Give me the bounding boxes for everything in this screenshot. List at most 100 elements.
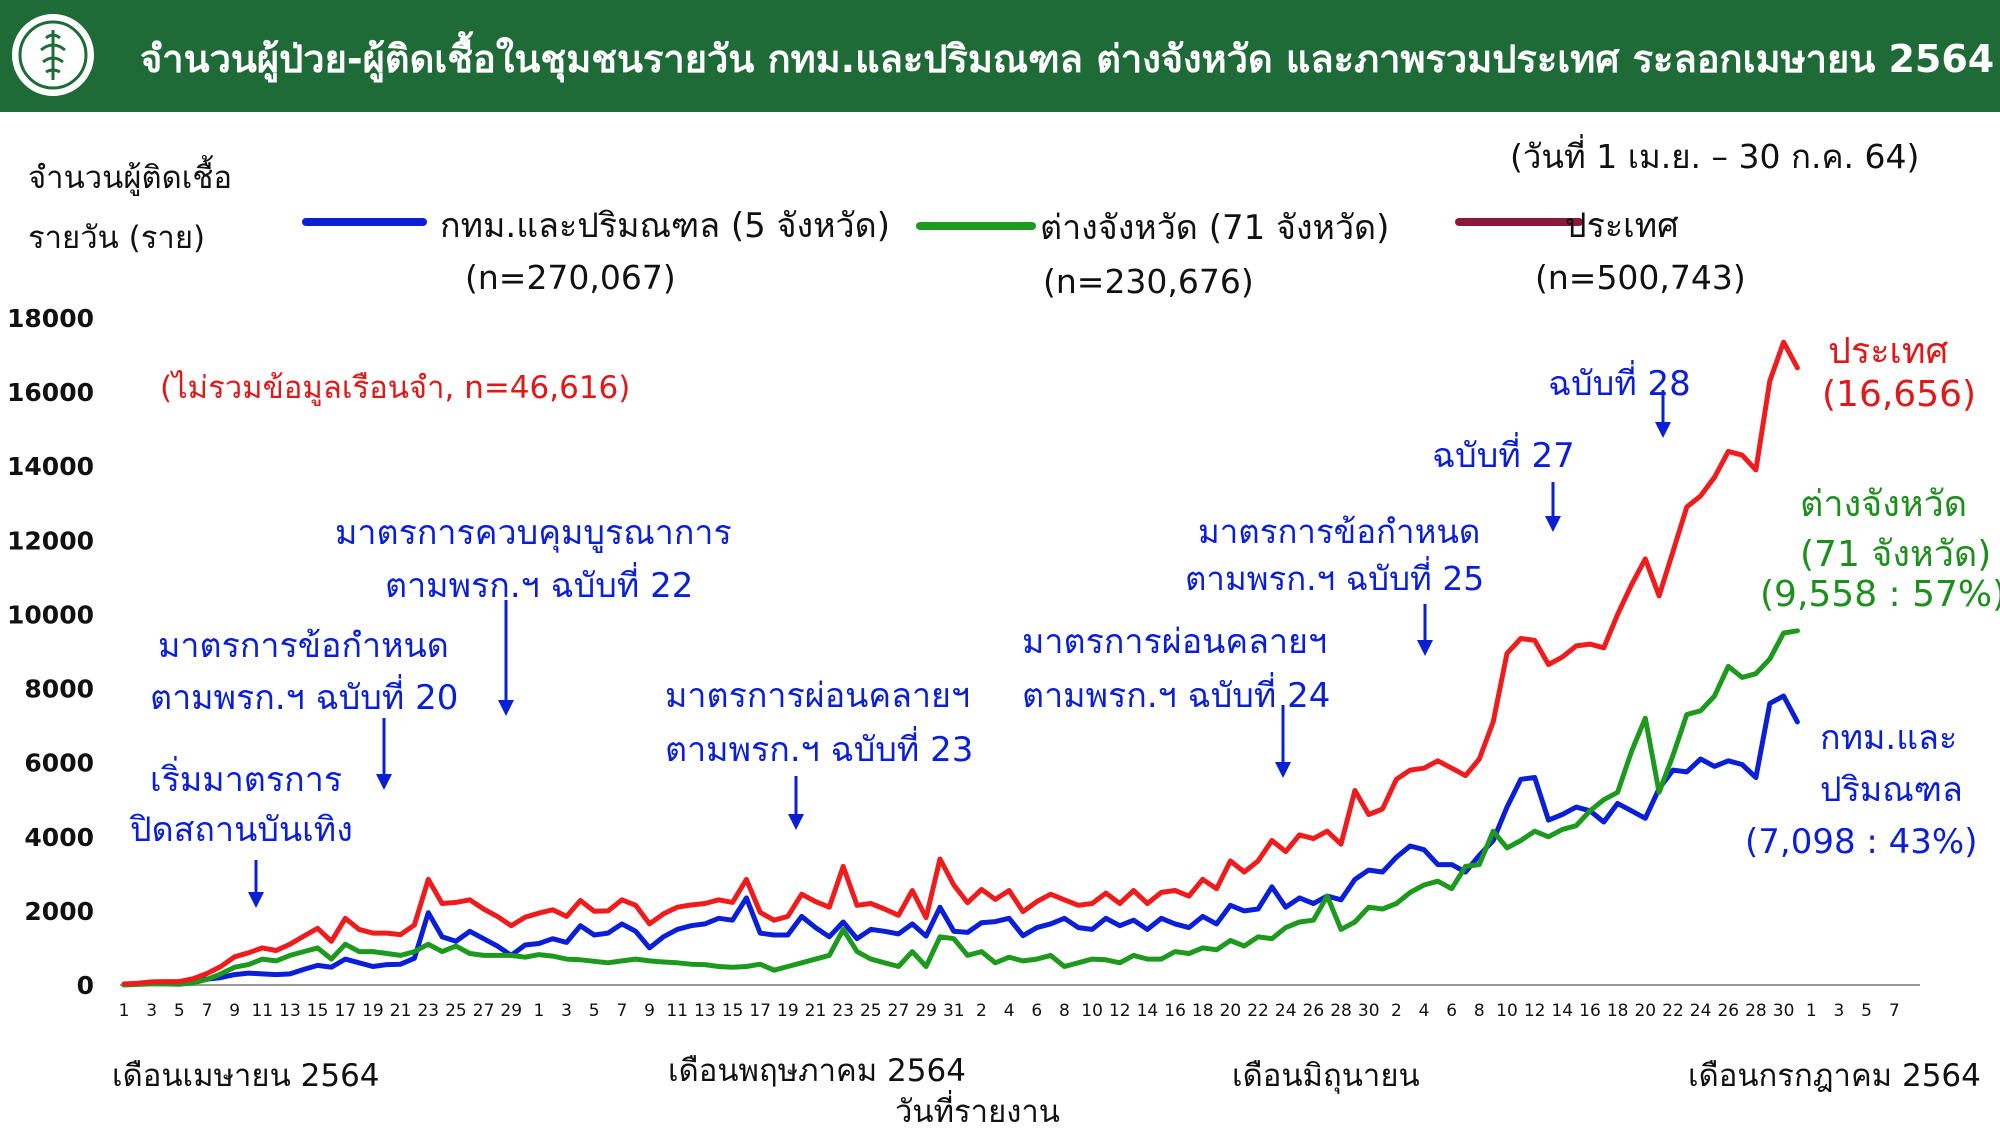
legend-n-country: (n=500,743) bbox=[1535, 258, 1746, 297]
x-tick-label: 11 bbox=[666, 1001, 688, 1021]
arrow-5-head bbox=[1275, 762, 1291, 778]
annotation-7: ฉบับที่ 27 bbox=[1432, 436, 1575, 476]
annotation-1-line2: ปิดสถานบันเทิง bbox=[130, 810, 353, 850]
y-tick-label: 4000 bbox=[24, 823, 94, 852]
annotation-3-line1: มาตรการควบคุมบูรณาการ bbox=[335, 513, 732, 553]
x-tick-label: 8 bbox=[1059, 1001, 1070, 1021]
x-tick-label: 30 bbox=[1773, 1001, 1795, 1021]
x-tick-label: 16 bbox=[1164, 1001, 1186, 1021]
end-label-prov-line3: (9,558 : 57%) bbox=[1760, 574, 2000, 615]
header-bar: จำนวนผู้ป่วย-ผู้ติดเชื้อในชุมชนรายวัน กท… bbox=[0, 0, 2000, 112]
x-tick-label: 19 bbox=[777, 1001, 799, 1021]
x-tick-label: 1 bbox=[119, 1001, 130, 1021]
x-tick-label: 18 bbox=[1607, 1001, 1629, 1021]
x-tick-label: 7 bbox=[202, 1001, 213, 1021]
y-axis-title-line2: รายวัน (ราย) bbox=[28, 220, 206, 256]
x-tick-label: 18 bbox=[1192, 1001, 1214, 1021]
x-tick-label: 29 bbox=[915, 1001, 937, 1021]
x-tick-label: 24 bbox=[1275, 1001, 1297, 1021]
y-tick-label: 2000 bbox=[24, 897, 94, 926]
end-label-bkk-line2: ปริมณฑล bbox=[1820, 770, 1963, 810]
x-tick-label: 16 bbox=[1579, 1001, 1601, 1021]
end-label-bkk-line1: กทม.และ bbox=[1820, 718, 1958, 758]
arrow-8-head bbox=[1655, 422, 1671, 438]
series-line-prov bbox=[121, 628, 1800, 988]
annotation-5-line1: มาตรการผ่อนคลายฯ bbox=[1022, 622, 1328, 662]
annotation-8: ฉบับที่ 28 bbox=[1548, 364, 1691, 404]
x-tick-label: 6 bbox=[1446, 1001, 1457, 1021]
legend-label-bkk: กทม.และปริมณฑล (5 จังหวัด) bbox=[440, 206, 890, 246]
x-tick-label: 14 bbox=[1137, 1001, 1159, 1021]
y-tick-label: 0 bbox=[77, 971, 94, 1000]
x-tick-label: 15 bbox=[722, 1001, 744, 1021]
x-tick-label: 27 bbox=[888, 1001, 910, 1021]
page-title: จำนวนผู้ป่วย-ผู้ติดเชื้อในชุมชนรายวัน กท… bbox=[140, 37, 1995, 81]
legend-swatch-bkk bbox=[302, 218, 427, 226]
legend-n-prov: (n=230,676) bbox=[1043, 262, 1254, 301]
y-axis-title-line1: จำนวนผู้ติดเชื้อ bbox=[28, 160, 233, 196]
arrow-6-head bbox=[1417, 640, 1433, 656]
annotation-6-line2: ตามพรก.ฯ ฉบับที่ 25 bbox=[1185, 559, 1485, 598]
legend-n-bkk: (n=270,067) bbox=[465, 258, 676, 297]
x-tick-label: 28 bbox=[1745, 1001, 1767, 1021]
x-tick-label: 28 bbox=[1330, 1001, 1352, 1021]
x-tick-label: 5 bbox=[1861, 1001, 1872, 1021]
y-tick-label: 14000 bbox=[7, 452, 94, 481]
legend-label-prov: ต่างจังหวัด (71 จังหวัด) bbox=[1040, 208, 1390, 248]
x-tick-label: 8 bbox=[1474, 1001, 1485, 1021]
x-tick-label: 13 bbox=[694, 1001, 716, 1021]
series-line-bkk bbox=[121, 693, 1800, 987]
annotation-arrows bbox=[248, 390, 1671, 908]
prison-note: (ไม่รวมข้อมูลเรือนจำ, n=46,616) bbox=[160, 370, 631, 406]
x-tick-label: 10 bbox=[1496, 1001, 1518, 1021]
x-tick-label: 30 bbox=[1358, 1001, 1380, 1021]
x-axis-title: วันที่รายงาน bbox=[895, 1094, 1060, 1130]
annotation-4-line1: มาตรการผ่อนคลายฯ bbox=[665, 676, 971, 716]
month-label-may: เดือนพฤษภาคม 2564 bbox=[668, 1053, 966, 1089]
x-tick-label: 22 bbox=[1662, 1001, 1684, 1021]
x-tick-label: 21 bbox=[805, 1001, 827, 1021]
x-tick-label: 12 bbox=[1109, 1001, 1131, 1021]
y-tick-label: 8000 bbox=[24, 675, 94, 704]
x-tick-label: 5 bbox=[174, 1001, 185, 1021]
x-tick-label: 31 bbox=[943, 1001, 965, 1021]
x-tick-label: 5 bbox=[589, 1001, 600, 1021]
x-tick-label: 23 bbox=[417, 1001, 439, 1021]
x-tick-label: 12 bbox=[1524, 1001, 1546, 1021]
x-tick-label: 10 bbox=[1081, 1001, 1103, 1021]
x-tick-label: 24 bbox=[1690, 1001, 1712, 1021]
x-tick-label: 4 bbox=[1004, 1001, 1015, 1021]
arrow-3-head bbox=[498, 700, 514, 716]
x-tick-label: 13 bbox=[279, 1001, 301, 1021]
x-tick-label: 7 bbox=[1889, 1001, 1900, 1021]
chart-axes: 0 2000 4000 6000 8000 10000 12000 14000 16000 180… bbox=[7, 304, 1920, 1021]
month-label-jul: เดือนกรกฎาคม 2564 bbox=[1688, 1058, 1981, 1094]
month-label-jun: เดือนมิถุนายน bbox=[1232, 1058, 1420, 1094]
end-label-bkk-line3: (7,098 : 43%) bbox=[1745, 822, 1978, 862]
x-tick-label: 2 bbox=[1391, 1001, 1402, 1021]
series-line-country bbox=[121, 339, 1800, 987]
legend-swatch-prov bbox=[916, 222, 1036, 230]
moph-logo-icon bbox=[10, 12, 96, 98]
x-tick-label: 19 bbox=[362, 1001, 384, 1021]
x-tick-label: 15 bbox=[307, 1001, 329, 1021]
annotation-6-line1: มาตรการข้อกำหนด bbox=[1198, 512, 1481, 551]
month-label-apr: เดือนเมษายน 2564 bbox=[112, 1058, 380, 1094]
annotation-3-line2: ตามพรก.ฯ ฉบับที่ 22 bbox=[385, 566, 694, 606]
y-tick-label: 6000 bbox=[24, 749, 94, 778]
annotation-4-line2: ตามพรก.ฯ ฉบับที่ 23 bbox=[665, 730, 974, 770]
y-tick-label: 10000 bbox=[7, 600, 94, 629]
x-tick-label: 27 bbox=[473, 1001, 495, 1021]
x-tick-label: 20 bbox=[1634, 1001, 1656, 1021]
x-tick-label: 1 bbox=[533, 1001, 544, 1021]
x-tick-label: 4 bbox=[1419, 1001, 1430, 1021]
x-tick-label: 21 bbox=[390, 1001, 412, 1021]
arrow-7-head bbox=[1545, 516, 1561, 532]
x-tick-label: 11 bbox=[251, 1001, 273, 1021]
x-tick-label: 29 bbox=[500, 1001, 522, 1021]
x-tick-label: 9 bbox=[644, 1001, 655, 1021]
x-tick-label: 26 bbox=[1717, 1001, 1739, 1021]
annotation-1-line1: เริ่มมาตรการ bbox=[150, 760, 343, 800]
x-tick-label: 17 bbox=[749, 1001, 771, 1021]
x-tick-label: 20 bbox=[1220, 1001, 1242, 1021]
